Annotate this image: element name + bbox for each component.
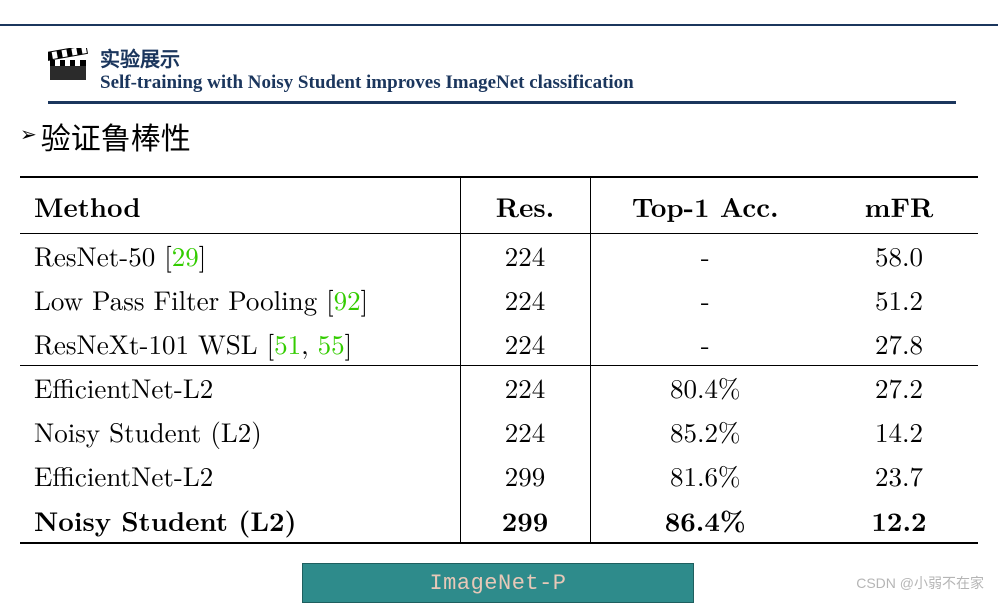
cell-top1: 86.4%	[590, 498, 820, 543]
citation-ref: 51	[274, 324, 301, 362]
cell-top1: 85.2%	[590, 410, 820, 454]
cell-top1: 81.6%	[590, 454, 820, 498]
table-header-row: Method Res. Top-1 Acc. mFR	[20, 177, 978, 234]
cell-method: EfficientNet-L2	[20, 454, 460, 498]
method-text: Low Pass Filter Pooling [	[34, 280, 334, 318]
cell-res: 299	[460, 454, 590, 498]
cell-mfr: 27.2	[820, 366, 978, 410]
cell-res: 224	[460, 234, 590, 278]
cell-method: ResNet-50 [29]	[20, 234, 460, 278]
section-title-text: 验证鲁棒性	[41, 114, 191, 158]
footer-label-box: ImageNet-P	[302, 563, 694, 603]
results-table-wrap: Method Res. Top-1 Acc. mFR ResNet-50 [29…	[20, 176, 978, 544]
cell-res: 299	[460, 498, 590, 543]
cell-method: Low Pass Filter Pooling [92]	[20, 278, 460, 322]
cell-method: ResNeXt-101 WSL [51, 55]	[20, 322, 460, 366]
header-text: 实验展示 Self-training with Noisy Student im…	[100, 48, 634, 95]
cell-top1: -	[590, 322, 820, 366]
cell-mfr: 23.7	[820, 454, 978, 498]
cell-top1: -	[590, 234, 820, 278]
citation-ref: 92	[334, 280, 361, 318]
cell-res: 224	[460, 366, 590, 410]
section-title: ➢ 验证鲁棒性	[20, 114, 191, 158]
table-row: Low Pass Filter Pooling [92]224-51.2	[20, 278, 978, 322]
cell-mfr: 14.2	[820, 410, 978, 454]
cell-mfr: 51.2	[820, 278, 978, 322]
table-row: Noisy Student (L2) 22485.2%14.2	[20, 410, 978, 454]
cell-res: 224	[460, 278, 590, 322]
method-text: ]	[199, 236, 207, 274]
bullet-triangle-icon: ➢	[20, 125, 37, 145]
cell-res: 224	[460, 322, 590, 366]
table-row: Noisy Student (L2) 29986.4%12.2	[20, 498, 978, 543]
top-rule	[0, 24, 998, 26]
table-row: ResNeXt-101 WSL [51, 55]224-27.8	[20, 322, 978, 366]
cell-mfr: 58.0	[820, 234, 978, 278]
method-text: EfficientNet-L2	[34, 456, 213, 494]
cell-mfr: 27.8	[820, 322, 978, 366]
method-text: Noisy Student (L2)	[34, 412, 262, 450]
table-row: EfficientNet-L2 29981.6%23.7	[20, 454, 978, 498]
method-text: ResNeXt-101 WSL [	[34, 324, 274, 362]
col-header-top1: Top-1 Acc.	[590, 177, 820, 234]
method-text: ,	[301, 324, 318, 362]
method-text: Noisy Student (L2)	[34, 500, 297, 539]
cell-method: Noisy Student (L2)	[20, 498, 460, 543]
header-underline	[48, 101, 956, 104]
col-header-res: Res.	[460, 177, 590, 234]
method-text: ResNet-50 [	[34, 236, 172, 274]
citation-ref: 55	[318, 324, 345, 362]
cell-top1: -	[590, 278, 820, 322]
cell-res: 224	[460, 410, 590, 454]
header-title-cn: 实验展示	[100, 48, 634, 72]
table-row: ResNet-50 [29]224-58.0	[20, 234, 978, 278]
slide-header: 实验展示 Self-training with Noisy Student im…	[48, 48, 958, 104]
citation-ref: 29	[172, 236, 199, 274]
header-row: 实验展示 Self-training with Noisy Student im…	[48, 48, 958, 95]
cell-top1: 80.4%	[590, 366, 820, 410]
footer-label: ImageNet-P	[429, 571, 566, 596]
clapperboard-icon	[48, 48, 88, 82]
col-header-mfr: mFR	[820, 177, 978, 234]
cell-method: Noisy Student (L2)	[20, 410, 460, 454]
cell-mfr: 12.2	[820, 498, 978, 543]
col-header-method: Method	[20, 177, 460, 234]
header-title-en: Self-training with Noisy Student improve…	[100, 72, 634, 95]
cell-method: EfficientNet-L2	[20, 366, 460, 410]
watermark: CSDN @小弱不在家	[856, 573, 984, 593]
results-table: Method Res. Top-1 Acc. mFR ResNet-50 [29…	[20, 176, 978, 544]
method-text: ]	[361, 280, 369, 318]
method-text: ]	[345, 324, 353, 362]
table-row: EfficientNet-L2 22480.4%27.2	[20, 366, 978, 410]
method-text: EfficientNet-L2	[34, 368, 213, 406]
